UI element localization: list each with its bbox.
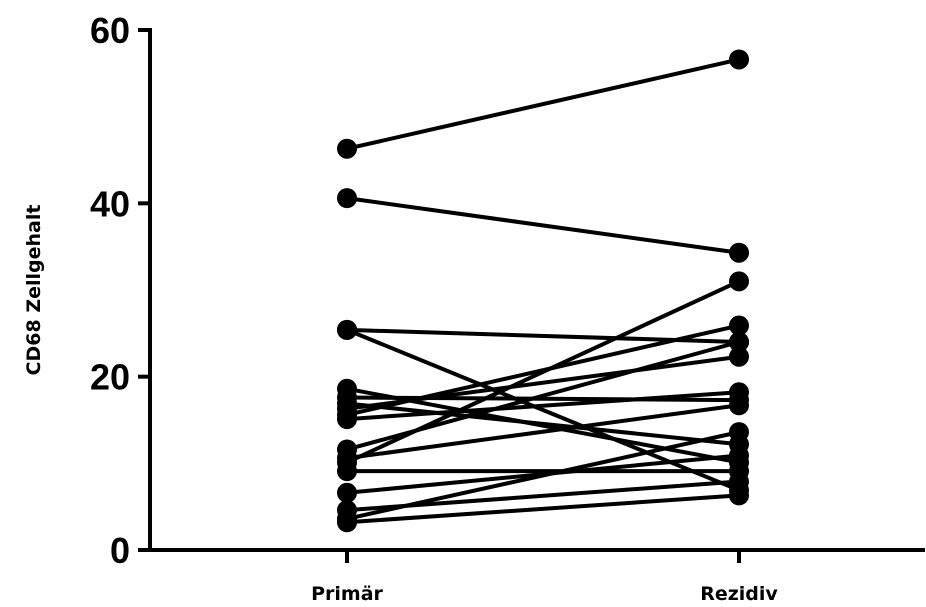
data-point [337,188,357,209]
data-point [337,409,357,430]
data-point [729,332,749,352]
series-line [345,279,741,465]
axes [148,28,925,552]
data-point [729,242,749,263]
data-point [729,422,749,443]
x-category-label: Rezidiv [700,583,778,605]
y-tick-label: 20 [90,357,130,398]
series-line [345,403,741,461]
y-tick-label: 60 [90,10,130,51]
y-ticks: 0 20 40 60 [90,10,150,571]
series-line [345,430,741,521]
series-line [345,196,741,255]
series-points [337,49,749,533]
data-point [729,346,749,367]
data-point [337,138,357,159]
data-point [337,461,357,482]
series-line [345,493,741,525]
y-tick-label: 40 [90,183,130,224]
x-category-label: Primär [311,583,383,605]
data-point [729,49,749,70]
series-line [345,390,741,422]
data-point [729,445,749,466]
series-line [345,57,741,151]
data-point [337,512,357,533]
data-point [729,271,749,292]
y-axis-title: CD68 Zellgehalt [23,205,45,376]
data-point [729,485,749,506]
y-tick-label: 0 [110,530,130,571]
x-ticks: Primär Rezidiv [311,550,778,605]
series-lines [345,57,741,525]
data-point [337,319,357,340]
data-point [729,395,749,416]
data-point [729,471,749,492]
data-point [337,482,357,503]
series-line [345,401,741,447]
data-point [729,315,749,336]
